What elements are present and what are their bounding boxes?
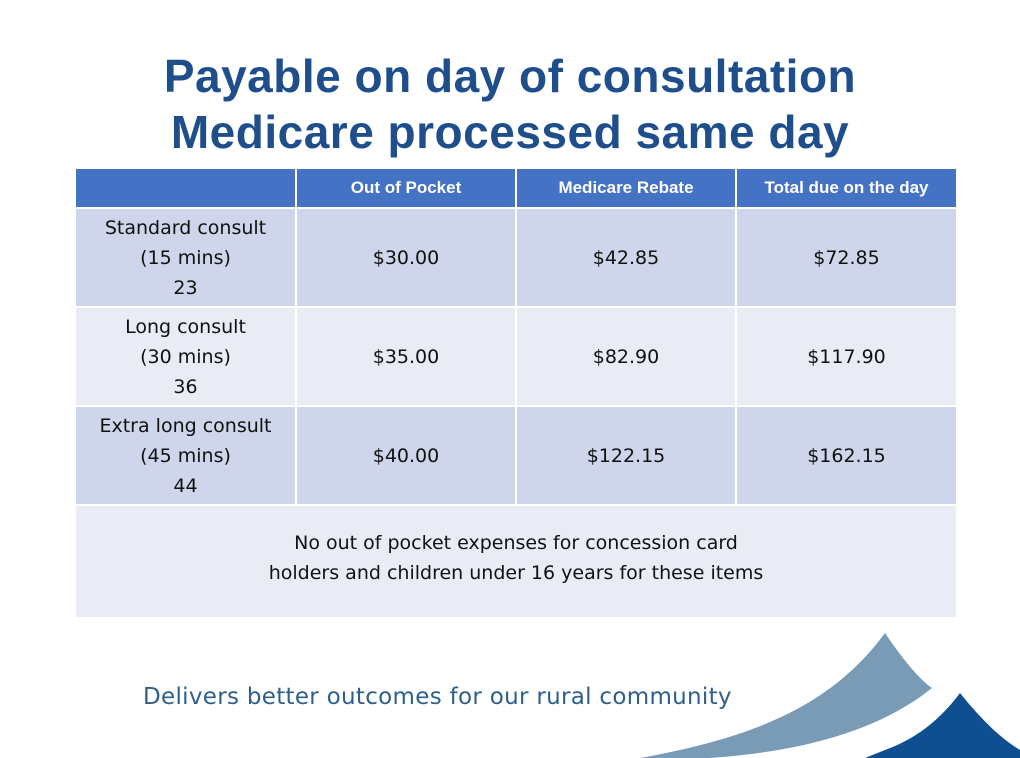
concession-note: No out of pocket expenses for concession… — [76, 504, 956, 617]
consult-label: Long consult (30 mins) 36 — [76, 306, 297, 406]
header-total-due: Total due on the day — [736, 169, 956, 208]
consult-duration: (30 mins) — [140, 345, 231, 368]
slide-title: Payable on day of consultation Medicare … — [0, 48, 1020, 160]
title-line-1: Payable on day of consultation — [163, 50, 857, 102]
total-due-cell: $162.15 — [736, 405, 956, 505]
note-line-2: holders and children under 16 years for … — [268, 562, 764, 584]
consult-label: Extra long consult (45 mins) 44 — [76, 405, 297, 505]
table-header-row: Out of Pocket Medicare Rebate Total due … — [76, 169, 956, 208]
out-of-pocket-cell: $40.00 — [296, 405, 517, 505]
swoosh-light-icon — [640, 633, 932, 758]
consult-item-number: 44 — [173, 474, 198, 497]
out-of-pocket-cell: $30.00 — [296, 207, 517, 307]
table-row: Long consult (30 mins) 36 $35.00 $82.90 … — [76, 306, 956, 406]
table-row: Standard consult (15 mins) 23 $30.00 $42… — [76, 207, 956, 307]
header-medicare-rebate: Medicare Rebate — [516, 169, 737, 208]
medicare-rebate-cell: $82.90 — [516, 306, 737, 406]
fee-table: Out of Pocket Medicare Rebate Total due … — [76, 169, 956, 617]
consult-item-number: 23 — [173, 276, 198, 299]
title-line-2: Medicare processed same day — [170, 106, 850, 158]
medicare-rebate-cell: $122.15 — [516, 405, 737, 505]
consult-duration: (15 mins) — [140, 246, 231, 269]
consult-item-number: 36 — [173, 375, 198, 398]
total-due-cell: $117.90 — [736, 306, 956, 406]
table-row: Extra long consult (45 mins) 44 $40.00 $… — [76, 405, 956, 505]
consult-duration: (45 mins) — [140, 444, 231, 467]
footer-tagline: Delivers better outcomes for our rural c… — [143, 684, 732, 710]
consult-name: Long consult — [125, 315, 246, 338]
header-out-of-pocket: Out of Pocket — [296, 169, 517, 208]
header-empty — [76, 169, 297, 208]
consult-name: Standard consult — [104, 216, 267, 239]
out-of-pocket-cell: $35.00 — [296, 306, 517, 406]
medicare-rebate-cell: $42.85 — [516, 207, 737, 307]
concession-note-row: No out of pocket expenses for concession… — [76, 504, 956, 617]
consult-label: Standard consult (15 mins) 23 — [76, 207, 297, 307]
consult-name: Extra long consult — [99, 414, 272, 437]
swoosh-dark-icon — [865, 693, 1020, 758]
note-line-1: No out of pocket expenses for concession… — [294, 532, 738, 554]
total-due-cell: $72.85 — [736, 207, 956, 307]
logo-swoosh-icon — [640, 633, 1020, 758]
